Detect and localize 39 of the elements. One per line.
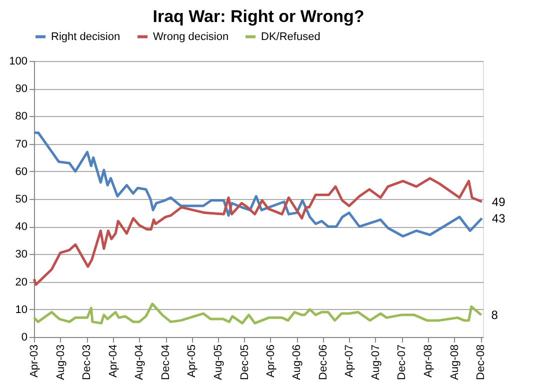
y-tick-label: 20 xyxy=(15,276,28,288)
chart-title: Iraq War: Right or Wrong? xyxy=(152,7,364,26)
x-tick-label: Apr-06 xyxy=(264,344,277,378)
x-tick-label: Aug-05 xyxy=(212,344,224,380)
y-tick-label: 60 xyxy=(15,166,28,178)
x-tick-label: Aug-07 xyxy=(370,344,382,380)
y-tick-label: 100 xyxy=(9,56,28,68)
x-tick-label: Dec-04 xyxy=(160,344,172,380)
x-tick-label: Dec-08 xyxy=(475,344,488,380)
y-tick-label: 40 xyxy=(15,221,28,234)
x-tick-label: Dec-06 xyxy=(317,344,330,380)
annotation: 43 xyxy=(492,211,506,226)
x-tick-label: Apr-05 xyxy=(186,344,198,378)
x-tick-label: Dec-07 xyxy=(396,344,408,380)
x-tick-label: Aug-04 xyxy=(134,344,146,380)
x-tick-label: Apr-03 xyxy=(28,344,40,378)
line-series xyxy=(32,302,483,324)
y-tick-label: 70 xyxy=(15,138,28,150)
y-tick-label: 50 xyxy=(15,194,28,206)
y-tick-label: 90 xyxy=(15,83,28,96)
x-tick-label: Apr-07 xyxy=(344,344,356,378)
annotation: 8 xyxy=(491,308,498,322)
legend-label: Right decision xyxy=(51,30,120,43)
line-series xyxy=(32,132,484,238)
x-tick-label: Aug-03 xyxy=(54,344,67,380)
y-tick-label: 80 xyxy=(15,110,28,123)
y-tick-label: 10 xyxy=(15,304,28,316)
y-tick-label: 0 xyxy=(21,332,28,344)
legend-label: Wrong decision xyxy=(153,30,229,43)
legend-label: DK/Refused xyxy=(261,30,320,43)
x-tick-label: Dec-05 xyxy=(238,344,251,380)
line-series xyxy=(32,177,484,286)
y-tick-label: 30 xyxy=(15,248,28,261)
x-tick-label: Dec-03 xyxy=(81,344,94,380)
annotation: 49 xyxy=(492,194,506,209)
x-tick-label: Apr-08 xyxy=(422,344,435,378)
x-tick-label: Aug-08 xyxy=(448,344,461,380)
x-tick-label: Apr-04 xyxy=(107,344,120,378)
x-tick-label: Aug-06 xyxy=(291,344,304,380)
